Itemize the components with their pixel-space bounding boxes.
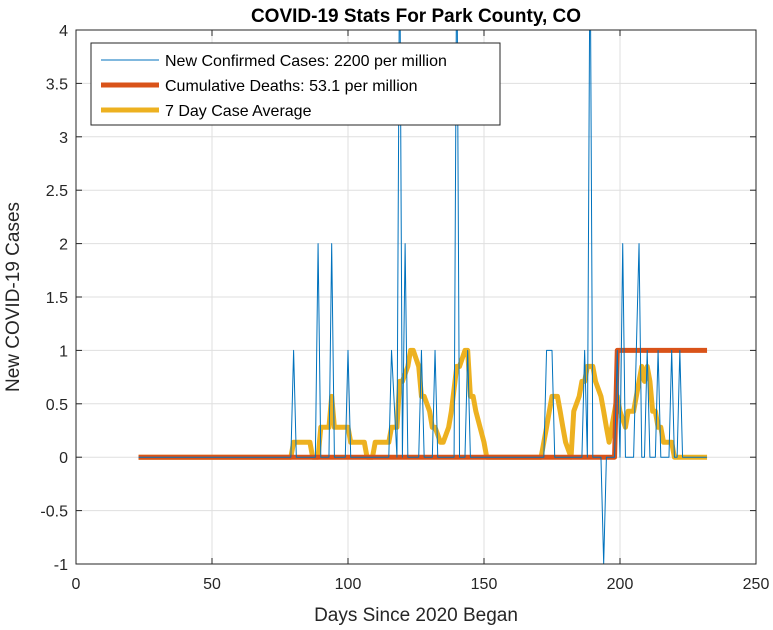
x-tick-label-2: 100 xyxy=(335,576,362,593)
y-tick-label-7: 2.5 xyxy=(46,183,68,200)
y-tick-label-6: 2 xyxy=(59,237,68,254)
series-layer xyxy=(138,30,708,564)
x-tick-label-1: 50 xyxy=(203,576,221,593)
legend: New Confirmed Cases: 2200 per million Cum… xyxy=(90,42,501,126)
chart-title: COVID-19 Stats For Park County, CO xyxy=(251,6,581,27)
x-axis-label: Days Since 2020 Began xyxy=(314,605,518,626)
y-tick-label-5: 1.5 xyxy=(46,290,68,307)
legend-seven-day-average-label: 7 Day Case Average xyxy=(165,103,312,120)
y-tick-label-8: 3 xyxy=(59,130,68,147)
tick-layer: 0 50 100 150 200 250 -1 -0.5 0 0.5 1 1.5 2 2.5 3 3.5 4 xyxy=(40,23,769,593)
y-axis-label: New COVID-19 Cases xyxy=(3,202,24,392)
x-tick-label-5: 250 xyxy=(743,576,770,593)
legend-new-cases-label: New Confirmed Cases: 2200 per million xyxy=(165,53,447,70)
y-tick-label-10: 4 xyxy=(59,23,68,40)
y-tick-label-4: 1 xyxy=(59,343,68,360)
y-tick-label-2: 0 xyxy=(59,450,68,467)
y-tick-label-1: -0.5 xyxy=(40,504,68,521)
x-tick-label-0: 0 xyxy=(72,576,81,593)
new-cases-line xyxy=(138,30,708,564)
y-tick-label-0: -1 xyxy=(54,557,68,574)
legend-box xyxy=(90,42,501,126)
y-tick-label-9: 3.5 xyxy=(46,76,68,93)
legend-cumulative-deaths-label: Cumulative Deaths: 53.1 per million xyxy=(165,78,418,95)
x-tick-label-3: 150 xyxy=(471,576,498,593)
y-tick-label-3: 0.5 xyxy=(46,397,68,414)
x-tick-label-4: 200 xyxy=(607,576,634,593)
